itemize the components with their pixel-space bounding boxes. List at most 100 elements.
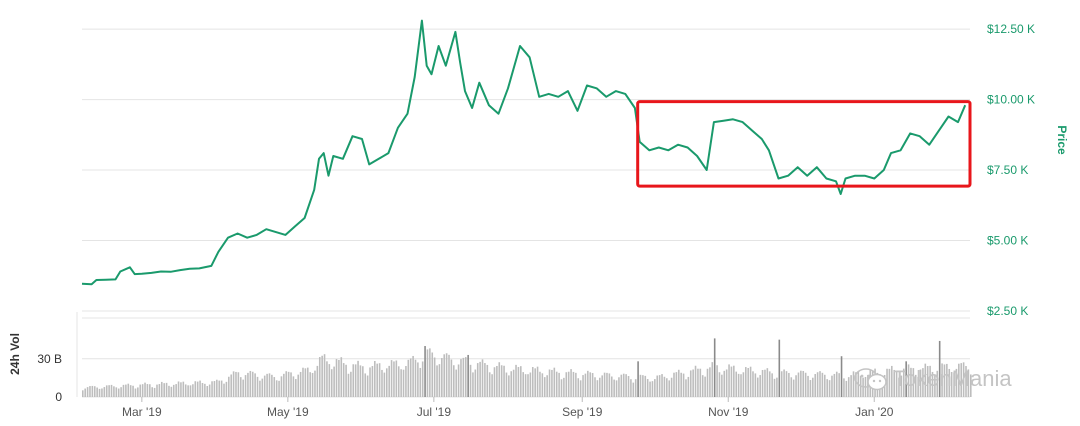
volume-bar (960, 363, 963, 397)
volume-bar (328, 364, 331, 397)
volume-bar (551, 369, 553, 397)
volume-bar (127, 383, 130, 397)
volume-bar (441, 358, 443, 397)
volume-bar (555, 371, 558, 397)
volume-bar (709, 367, 711, 397)
volume-bar (271, 374, 273, 397)
volume-bar (656, 375, 659, 397)
volume-bar (290, 372, 292, 397)
volume-bar (292, 376, 295, 397)
volume-bar (905, 361, 907, 397)
volume-bar (144, 382, 146, 397)
volume-bar (385, 368, 388, 397)
volume-bar (926, 366, 929, 397)
volume-bar (970, 374, 972, 397)
volume-bar (941, 363, 943, 397)
volume-bar (393, 361, 395, 397)
volume-bar (129, 385, 132, 397)
volume-bar (527, 374, 529, 397)
volume-bar (735, 371, 738, 397)
volume-bar (228, 376, 230, 397)
volume-bar (764, 369, 766, 397)
volume-bar (646, 379, 649, 397)
volume-bar (517, 366, 520, 397)
volume-bar (412, 355, 414, 397)
volume-bar (654, 379, 656, 397)
volume-bar (541, 373, 544, 397)
volume-bar (400, 369, 402, 397)
volume-bar (371, 366, 374, 397)
date-tick-label: Jul '19 (417, 405, 452, 419)
volume-bar (220, 380, 223, 397)
volume-bar (749, 366, 752, 397)
volume-bar (898, 377, 900, 397)
volume-bar (405, 366, 407, 397)
volume-bar (816, 372, 819, 397)
volume-bar (531, 367, 534, 397)
volume-bar (577, 378, 580, 397)
date-tick-label: May '19 (267, 405, 309, 419)
volume-bar (560, 379, 563, 397)
volume-bar (261, 378, 264, 397)
volume-bar (433, 357, 436, 397)
volume-bar (819, 371, 821, 397)
volume-bar (352, 364, 355, 397)
volume-bar (163, 383, 165, 397)
volume-bar (476, 363, 479, 397)
volume-bar (218, 380, 221, 397)
volume-bar (510, 371, 513, 397)
volume-bar (967, 369, 970, 397)
volume-bar (180, 382, 182, 397)
volume-bar (381, 369, 383, 397)
volume-bar (742, 372, 745, 397)
volume-bar (438, 364, 441, 397)
volume-bar (211, 381, 213, 397)
volume-bar (213, 381, 216, 397)
volume-bar (795, 375, 797, 397)
volume-bar (814, 374, 817, 397)
volume-bar (783, 369, 785, 397)
volume-bar (436, 365, 438, 397)
volume-bar (345, 364, 347, 397)
volume-bar (594, 377, 596, 397)
volume-bar (694, 365, 697, 397)
volume-bar (567, 371, 570, 397)
volume-bar (962, 362, 965, 397)
volume-bar (117, 388, 120, 397)
volume-bar (891, 365, 893, 397)
volume-bar (302, 367, 304, 397)
volume-bar (137, 387, 139, 397)
volume-bar (823, 374, 826, 397)
volume-bar (642, 375, 644, 397)
volume-bar (113, 386, 115, 397)
volume-bar (723, 370, 726, 397)
volume-bar (103, 387, 106, 397)
volume-bar (149, 384, 151, 397)
volume-bar (831, 375, 833, 397)
volume-bar (670, 377, 673, 397)
volume-bar (297, 374, 300, 397)
volume-bar (845, 380, 848, 397)
price-tick-label: $2.50 K (987, 304, 1028, 318)
volume-bar (733, 365, 735, 397)
volume-bar (206, 386, 209, 397)
volume-bar (728, 364, 730, 397)
volume-bar (558, 372, 560, 397)
volume-bar (105, 385, 108, 397)
volume-bar (922, 368, 924, 397)
volume-bar (93, 386, 96, 397)
volume-bar (244, 375, 247, 397)
volume-bar (419, 367, 422, 397)
volume-bar (804, 372, 807, 397)
volume-bar (721, 374, 723, 397)
volume-bar (776, 377, 778, 397)
volume-bar (168, 385, 170, 397)
volume-bar (673, 372, 675, 397)
volume-bar (701, 375, 704, 397)
volume-bar (888, 368, 891, 397)
volume-bar (278, 380, 280, 397)
volume-bar (259, 380, 261, 397)
volume-bar (946, 363, 948, 397)
volume-bar (955, 368, 958, 397)
volume-bar (125, 384, 127, 397)
